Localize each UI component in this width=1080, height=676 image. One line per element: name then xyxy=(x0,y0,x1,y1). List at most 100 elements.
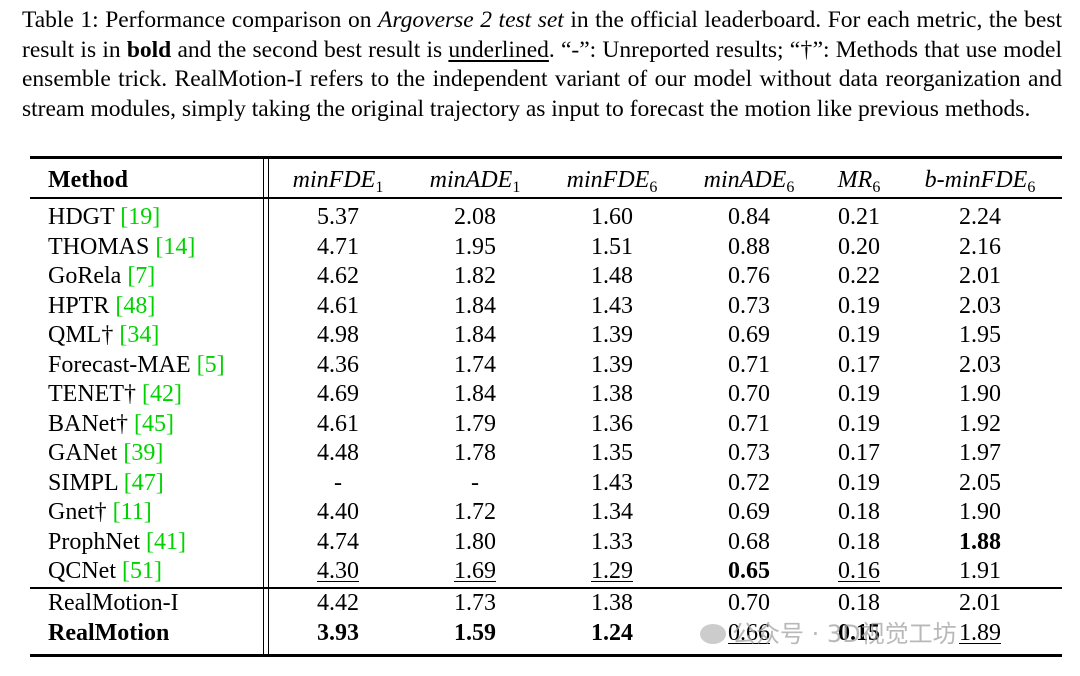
metric-value: 5.37 xyxy=(317,204,359,230)
metric-value: 1.80 xyxy=(454,528,496,555)
header-col: minFDE6 xyxy=(566,167,658,196)
table-row: Forecast-MAE [5] 4.36 1.74 1.39 0.71 0.17 2.03 xyxy=(0,351,1080,381)
metric-value: 0.73 xyxy=(728,292,770,319)
metric-value: 4.61 xyxy=(317,410,359,437)
metric-value: 0.17 xyxy=(838,440,880,466)
metric-value: 2.03 xyxy=(959,351,1001,378)
metric-value: 1.34 xyxy=(591,499,633,525)
citation-link[interactable]: [45] xyxy=(134,410,174,437)
table-row: RealMotion-I 4.42 1.73 1.38 0.70 0.18 2.01 xyxy=(0,589,1080,619)
metric-value: 1.33 xyxy=(591,528,633,555)
table-header-row: Method minFDE1 minADE1 minFDE6 minADE6 M… xyxy=(0,166,1080,196)
header-col: minFDE1 xyxy=(292,167,384,196)
method-name: BANet† [45] xyxy=(48,410,174,437)
metric-value: 3.93 xyxy=(317,619,359,646)
header-col: minADE1 xyxy=(429,167,521,196)
table-row: ProphNet [41] 4.74 1.80 1.33 0.68 0.18 1.88 xyxy=(0,528,1080,558)
metric-value: 1.95 xyxy=(959,322,1001,348)
metric-value: 1.48 xyxy=(591,263,633,289)
metric-value: 1.72 xyxy=(454,499,496,525)
metric-value: 0.69 xyxy=(728,499,770,525)
metric-value: 4.30 xyxy=(317,558,359,584)
metric-value: 1.38 xyxy=(591,381,633,407)
metric-value: 1.91 xyxy=(959,558,1001,584)
metric-value: - xyxy=(334,469,342,496)
metric-value: 0.68 xyxy=(728,528,770,555)
metric-value: 0.19 xyxy=(838,292,880,319)
metric-value: 0.76 xyxy=(728,263,770,289)
citation-link[interactable]: [48] xyxy=(115,292,156,319)
metric-value: 0.65 xyxy=(728,558,770,584)
table-header-rule xyxy=(30,197,1062,199)
metric-value: 0.73 xyxy=(728,440,770,466)
metric-value: - xyxy=(471,469,479,496)
metric-value: 4.98 xyxy=(317,322,359,348)
citation-link[interactable]: [39] xyxy=(123,440,164,466)
metric-value: 0.66 xyxy=(728,619,770,646)
metric-value: 1.51 xyxy=(591,233,633,260)
metric-value: 1.39 xyxy=(591,351,633,378)
method-name: TENET† [42] xyxy=(48,381,182,407)
metric-value: 4.74 xyxy=(317,528,359,555)
metric-value: 1.43 xyxy=(591,292,633,319)
citation-link[interactable]: [5] xyxy=(196,351,225,378)
citation-link[interactable]: [19] xyxy=(120,204,161,230)
metric-value: 1.78 xyxy=(454,440,496,466)
metric-value: 1.36 xyxy=(591,410,633,437)
table-row: GoRela [7] 4.62 1.82 1.48 0.76 0.22 2.01 xyxy=(0,262,1080,292)
method-name: SIMPL [47] xyxy=(48,469,164,496)
method-name: QCNet [51] xyxy=(48,558,162,584)
metric-value: 4.62 xyxy=(317,263,359,289)
metric-value: 2.03 xyxy=(959,292,1001,319)
wechat-icon xyxy=(700,624,726,644)
metric-value: 1.95 xyxy=(454,233,496,260)
metric-value: 2.01 xyxy=(959,590,1001,616)
method-name: GoRela [7] xyxy=(48,263,156,289)
method-name: RealMotion xyxy=(48,619,170,646)
citation-link[interactable]: [11] xyxy=(112,499,152,525)
method-name: GANet [39] xyxy=(48,440,164,466)
header-col: b-minFDE6 xyxy=(924,167,1036,196)
table-bottom-rule xyxy=(30,654,1062,657)
metric-value: 1.35 xyxy=(591,440,633,466)
citation-link[interactable]: [51] xyxy=(122,558,162,584)
metric-value: 1.84 xyxy=(454,292,496,319)
metric-value: 1.79 xyxy=(454,410,496,437)
header-method: Method xyxy=(48,167,128,193)
table-row: QCNet [51] 4.30 1.69 1.29 0.65 0.16 1.91 xyxy=(0,557,1080,587)
column-divider xyxy=(268,159,270,654)
method-name: HDGT [19] xyxy=(48,204,161,230)
metric-value: 0.21 xyxy=(838,204,880,230)
metric-value: 1.59 xyxy=(454,619,496,646)
header-col: minADE6 xyxy=(703,167,795,196)
metric-value: 0.71 xyxy=(728,410,770,437)
table-top-rule xyxy=(30,156,1062,159)
metric-value: 1.24 xyxy=(591,619,633,646)
method-name: THOMAS [14] xyxy=(48,233,196,260)
citation-link[interactable]: [47] xyxy=(123,469,164,496)
table-row: Gnet† [11] 4.40 1.72 1.34 0.69 0.18 1.90 xyxy=(0,498,1080,528)
citation-link[interactable]: [7] xyxy=(127,263,156,289)
metric-value: 0.18 xyxy=(838,590,880,616)
metric-value: 0.22 xyxy=(838,263,880,289)
metric-value: 1.39 xyxy=(591,322,633,348)
metric-value: 2.08 xyxy=(454,204,496,230)
table-row: QML† [34] 4.98 1.84 1.39 0.69 0.19 1.95 xyxy=(0,321,1080,351)
metric-value: 1.89 xyxy=(959,619,1001,646)
table-row: HPTR [48] 4.61 1.84 1.43 0.73 0.19 2.03 xyxy=(0,292,1080,322)
table-caption: Table 1: Performance comparison on Argov… xyxy=(22,7,1062,122)
metric-value: 0.17 xyxy=(838,351,880,378)
table-group-rule xyxy=(30,587,1062,589)
method-name: QML† [34] xyxy=(48,322,160,348)
citation-link[interactable]: [42] xyxy=(141,381,182,407)
metric-value: 1.88 xyxy=(959,528,1001,555)
citation-link[interactable]: [34] xyxy=(119,322,160,348)
metric-value: 1.84 xyxy=(454,381,496,407)
citation-link[interactable]: [14] xyxy=(155,233,196,260)
table-row: GANet [39] 4.48 1.78 1.35 0.73 0.17 1.97 xyxy=(0,439,1080,469)
metric-value: 0.19 xyxy=(838,322,880,348)
method-name: Gnet† [11] xyxy=(48,499,152,525)
citation-link[interactable]: [41] xyxy=(146,528,186,555)
metric-value: 1.43 xyxy=(591,469,633,496)
metric-value: 2.16 xyxy=(959,233,1001,260)
